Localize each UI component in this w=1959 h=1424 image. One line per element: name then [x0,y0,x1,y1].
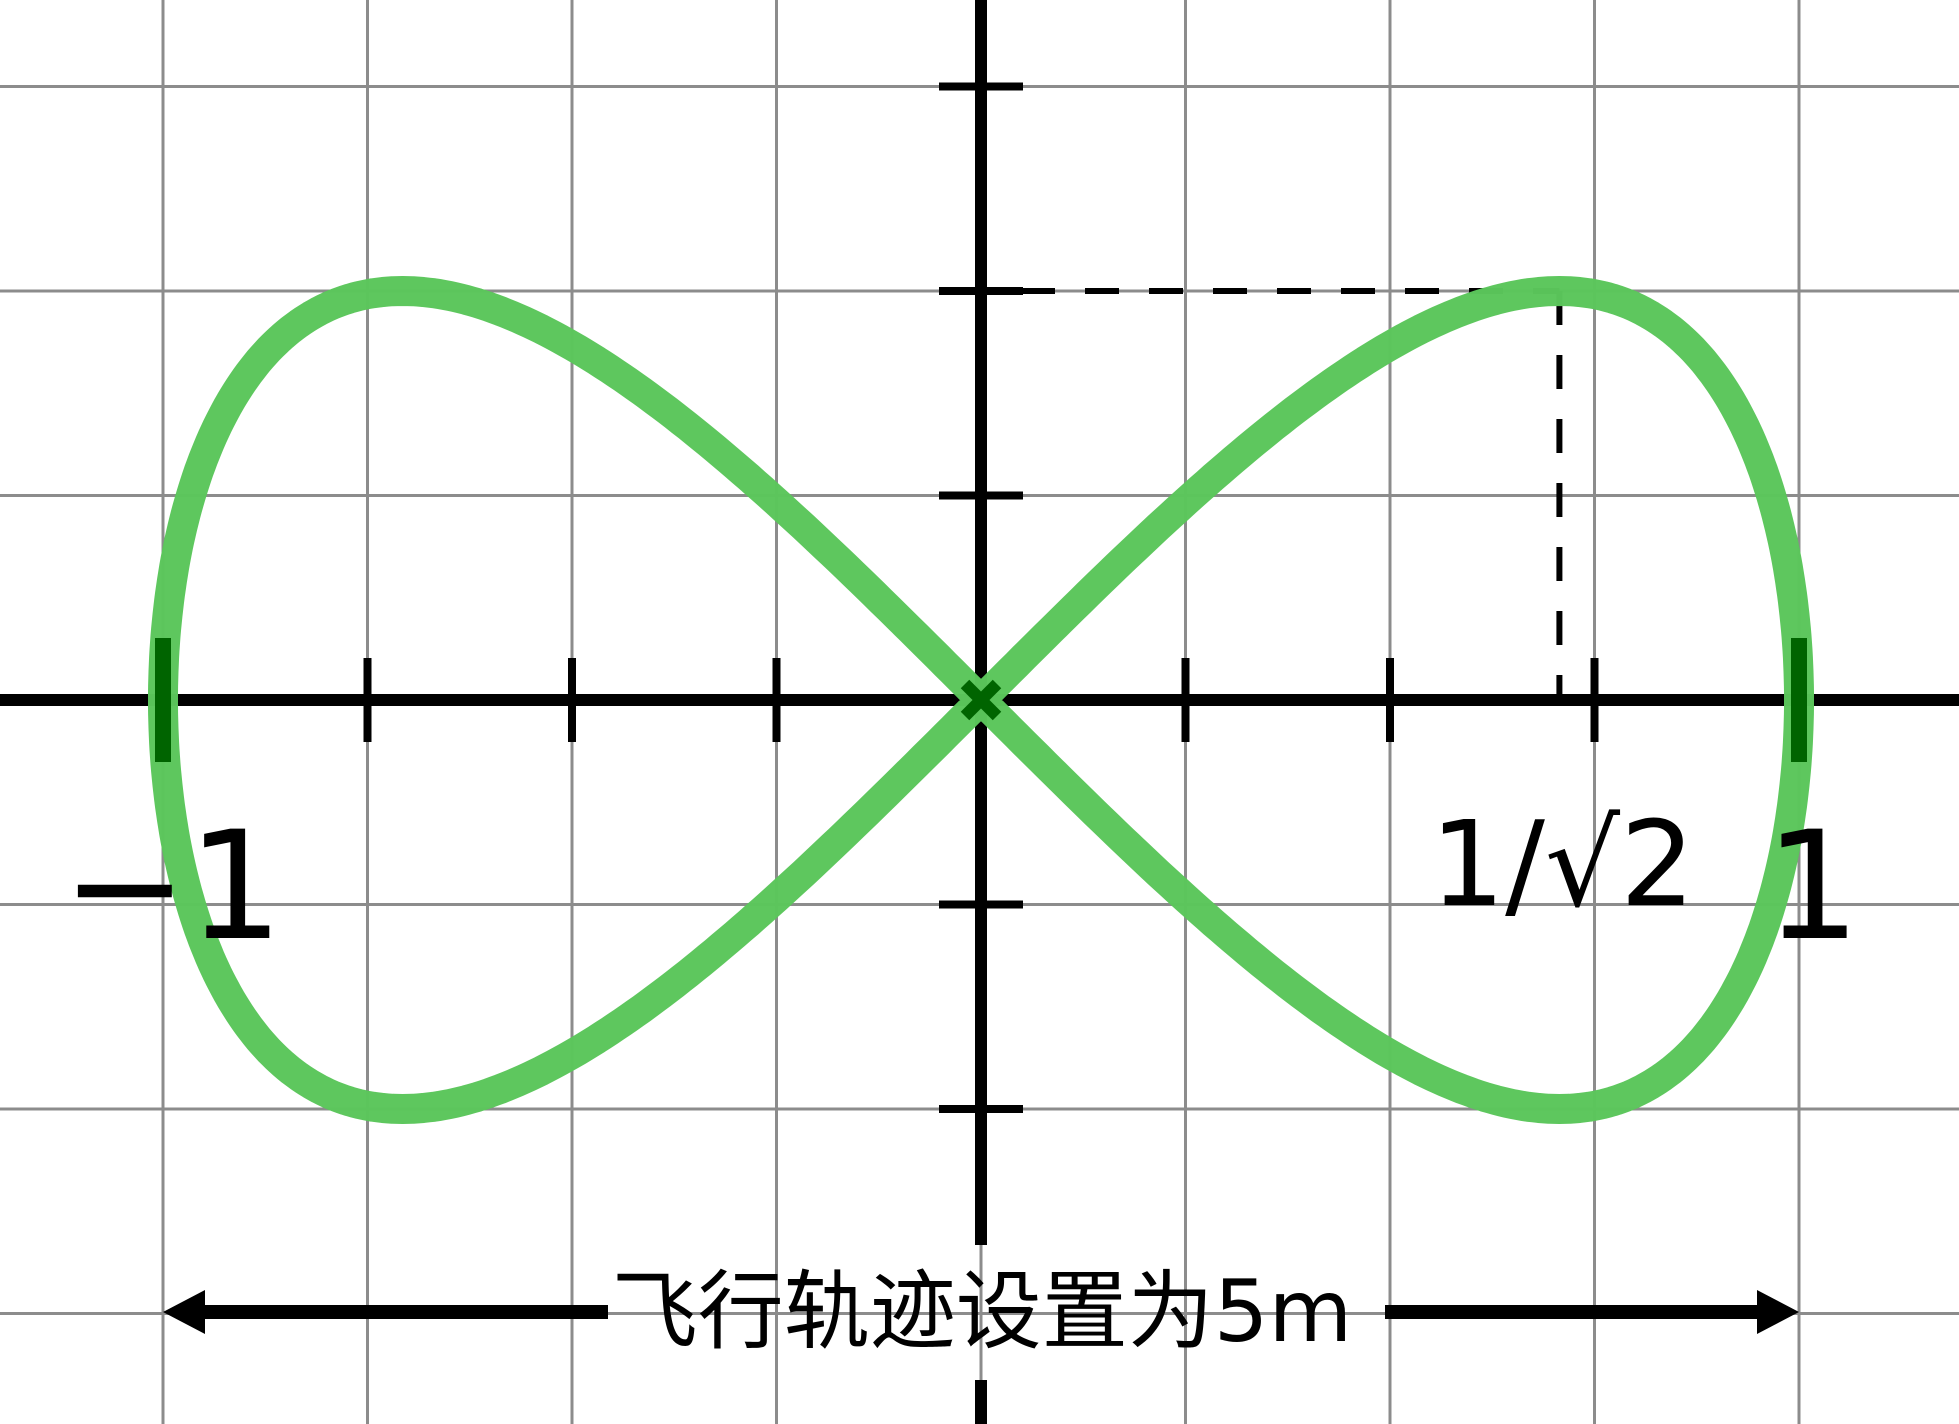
curve-axis-marks [155,638,1807,762]
dimension-caption: 飞行轨迹设置为5m [612,1262,1353,1362]
label-inv-sqrt2: 1/√2 [1430,795,1695,933]
center-cross-mark-b [960,679,1002,721]
width-dimension-arrow: 飞行轨迹设置为5m [163,1262,1799,1362]
label-minus-one: −1 [62,800,283,974]
max-point-guides [1021,288,1563,700]
arrowhead-left [163,1290,205,1334]
arrowhead-right [1757,1290,1799,1334]
axis-ticks [363,82,1599,1113]
label-one: 1 [1765,800,1860,974]
